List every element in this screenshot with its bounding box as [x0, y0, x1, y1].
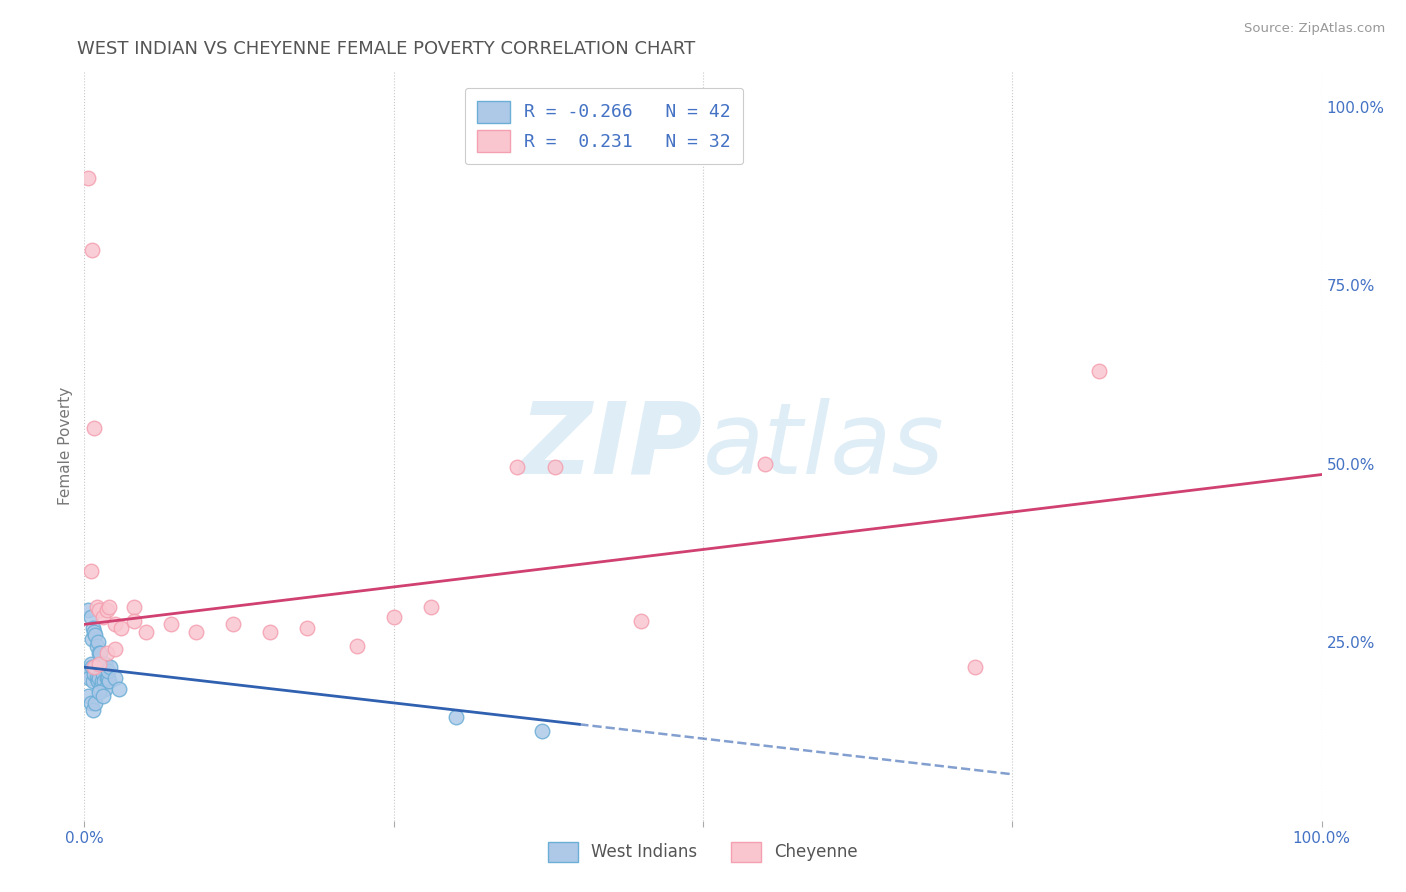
Point	[122, 614, 145, 628]
Text: Source: ZipAtlas.com: Source: ZipAtlas.com	[1244, 22, 1385, 36]
Point	[89, 681, 111, 696]
Point	[80, 660, 103, 674]
Point	[96, 646, 118, 660]
Point	[96, 671, 118, 685]
Point	[531, 724, 554, 739]
Point	[86, 639, 108, 653]
Point	[93, 674, 115, 689]
Point	[97, 671, 120, 685]
Point	[86, 599, 108, 614]
Point	[79, 696, 101, 710]
Point	[84, 660, 107, 674]
Point	[79, 610, 101, 624]
Point	[122, 599, 145, 614]
Point	[382, 610, 405, 624]
Point	[94, 657, 117, 671]
Point	[506, 460, 529, 475]
Point	[98, 660, 121, 674]
Point	[79, 657, 101, 671]
Point	[259, 624, 281, 639]
Point	[89, 603, 111, 617]
Point	[83, 624, 105, 639]
Legend: West Indians, Cheyenne: West Indians, Cheyenne	[541, 835, 865, 869]
Point	[91, 689, 114, 703]
Point	[77, 689, 100, 703]
Point	[1088, 364, 1111, 378]
Point	[90, 674, 112, 689]
Point	[79, 671, 101, 685]
Point	[86, 671, 108, 685]
Point	[89, 657, 111, 671]
Point	[98, 674, 121, 689]
Point	[91, 610, 114, 624]
Point	[108, 681, 131, 696]
Point	[104, 642, 127, 657]
Point	[754, 457, 776, 471]
Point	[91, 657, 114, 671]
Point	[84, 628, 107, 642]
Point	[222, 617, 245, 632]
Text: atlas: atlas	[703, 398, 945, 494]
Point	[77, 603, 100, 617]
Point	[77, 664, 100, 678]
Point	[104, 617, 127, 632]
Point	[543, 460, 565, 475]
Point	[87, 635, 110, 649]
Point	[82, 674, 104, 689]
Point	[104, 671, 127, 685]
Point	[77, 171, 100, 186]
Point	[419, 599, 441, 614]
Point	[91, 667, 114, 681]
Point	[97, 664, 120, 678]
Point	[444, 710, 467, 724]
Point	[79, 564, 101, 578]
Point	[110, 621, 132, 635]
Point	[965, 660, 987, 674]
Point	[82, 621, 104, 635]
Point	[295, 621, 318, 635]
Point	[94, 681, 117, 696]
Point	[135, 624, 157, 639]
Point	[83, 667, 105, 681]
Point	[184, 624, 207, 639]
Point	[630, 614, 652, 628]
Text: ZIP: ZIP	[520, 398, 703, 494]
Point	[82, 703, 104, 717]
Point	[87, 674, 110, 689]
Point	[89, 646, 111, 660]
Y-axis label: Female Poverty: Female Poverty	[58, 387, 73, 505]
Point	[89, 685, 111, 699]
Point	[346, 639, 368, 653]
Point	[89, 646, 111, 660]
Point	[80, 632, 103, 646]
Point	[96, 603, 118, 617]
Point	[89, 671, 111, 685]
Point	[83, 421, 105, 435]
Point	[84, 696, 107, 710]
Point	[83, 660, 105, 674]
Text: WEST INDIAN VS CHEYENNE FEMALE POVERTY CORRELATION CHART: WEST INDIAN VS CHEYENNE FEMALE POVERTY C…	[77, 40, 696, 58]
Point	[98, 599, 121, 614]
Point	[160, 617, 183, 632]
Point	[80, 243, 103, 257]
